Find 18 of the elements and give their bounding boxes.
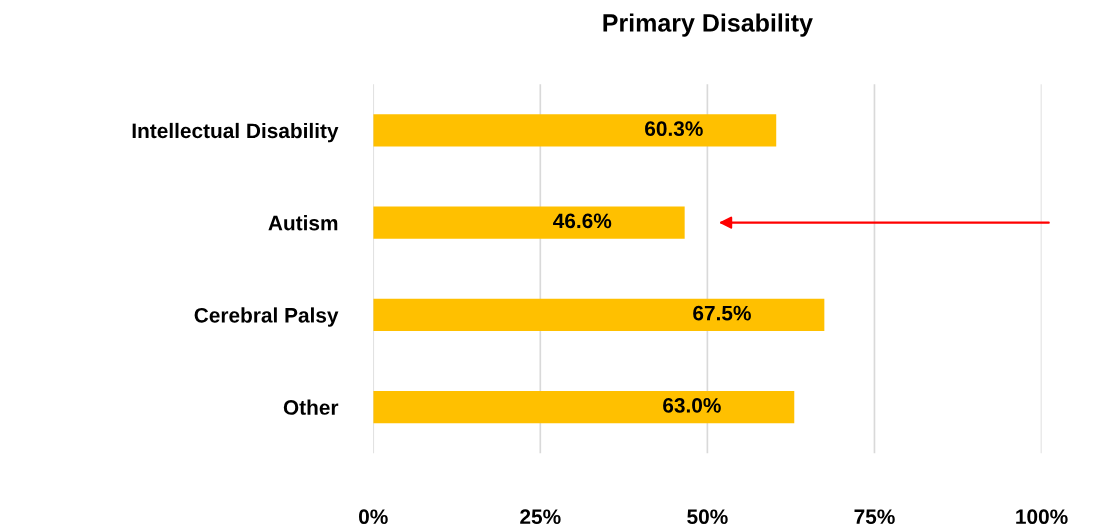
bar — [373, 114, 777, 147]
data-label: 63.0% — [663, 397, 721, 413]
x-tick-label: 25% — [520, 509, 561, 525]
y-tick-label: Cerebral Palsy — [194, 307, 339, 327]
bar — [373, 390, 795, 424]
y-tick-label: Autism — [268, 215, 338, 231]
data-label: 60.3% — [645, 121, 703, 137]
x-tick-label: 50% — [687, 509, 728, 525]
data-label: 67.5% — [693, 305, 751, 321]
data-label: 46.6% — [553, 213, 612, 229]
bar — [373, 206, 685, 239]
x-tick-label: 100% — [1016, 509, 1068, 525]
x-tick-label: 0% — [359, 509, 388, 525]
bar — [373, 298, 825, 332]
chart-title: Primary Disability — [603, 13, 813, 37]
y-tick-label: Intellectual Disability — [132, 122, 339, 143]
x-tick-label: 75% — [854, 509, 895, 525]
y-tick-label: Other — [283, 399, 339, 415]
